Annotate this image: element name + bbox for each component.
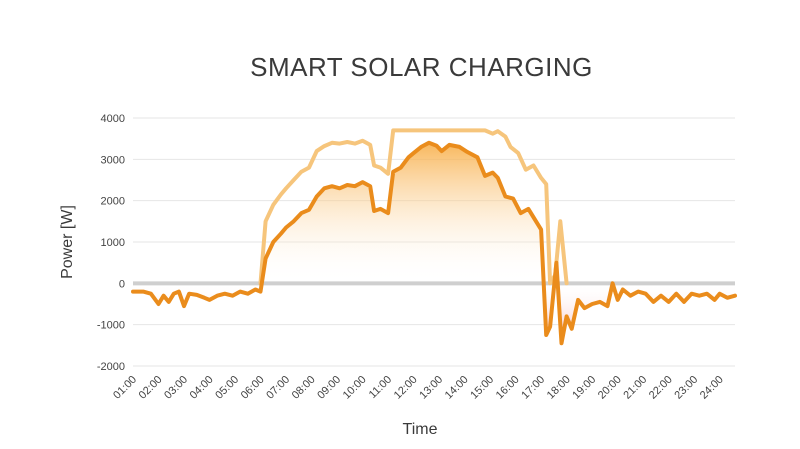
chart-title: SMART SOLAR CHARGING xyxy=(250,52,593,82)
y-tick-label: -1000 xyxy=(97,320,125,332)
x-tick-label: 15:00 xyxy=(468,374,496,402)
x-tick-label: 04:00 xyxy=(188,374,216,402)
x-tick-label: 13:00 xyxy=(417,374,445,402)
y-tick-label: -2000 xyxy=(97,361,125,373)
x-tick-label: 07:00 xyxy=(264,374,292,402)
y-tick-label: 0 xyxy=(119,278,125,290)
x-tick-label: 08:00 xyxy=(290,374,318,402)
negative-area xyxy=(133,283,735,344)
x-tick-label: 17:00 xyxy=(519,374,547,402)
series-lines xyxy=(131,128,737,346)
x-tick-label: 20:00 xyxy=(596,374,624,402)
y-tick-label: 1000 xyxy=(101,237,125,249)
y-tick-label: 3000 xyxy=(101,154,125,166)
y-axis-ticks: 4000 3000 2000 1000 0 -1000 -2000 xyxy=(97,113,125,373)
area-fill xyxy=(133,142,735,344)
positive-area xyxy=(133,142,735,284)
x-tick-label: 22:00 xyxy=(647,374,675,402)
x-tick-label: 03:00 xyxy=(162,374,190,402)
x-tick-label: 06:00 xyxy=(239,374,267,402)
x-tick-label: 05:00 xyxy=(213,374,241,402)
x-tick-label: 10:00 xyxy=(341,374,369,402)
series-line-light xyxy=(258,128,569,286)
x-tick-label: 16:00 xyxy=(494,374,522,402)
y-tick-label: 2000 xyxy=(101,196,125,208)
x-tick-label: 23:00 xyxy=(672,374,700,402)
x-tick-label: 18:00 xyxy=(545,374,573,402)
x-tick-label: 01:00 xyxy=(111,374,139,402)
y-tick-label: 4000 xyxy=(101,113,125,125)
x-axis-ticks: 01:0002:0003:0004:0005:0006:0007:0008:00… xyxy=(111,374,726,402)
x-tick-label: 12:00 xyxy=(392,374,420,402)
x-tick-label: 21:00 xyxy=(621,374,649,402)
x-tick-label: 11:00 xyxy=(367,374,394,401)
y-axis-label: Power [W] xyxy=(59,205,76,279)
x-tick-label: 02:00 xyxy=(137,374,165,402)
series-line-dark xyxy=(131,140,737,346)
x-tick-label: 14:00 xyxy=(443,374,471,402)
x-axis-label: Time xyxy=(403,421,438,438)
x-tick-label: 19:00 xyxy=(570,374,598,402)
x-tick-label: 24:00 xyxy=(698,374,726,402)
x-tick-label: 09:00 xyxy=(315,374,343,402)
